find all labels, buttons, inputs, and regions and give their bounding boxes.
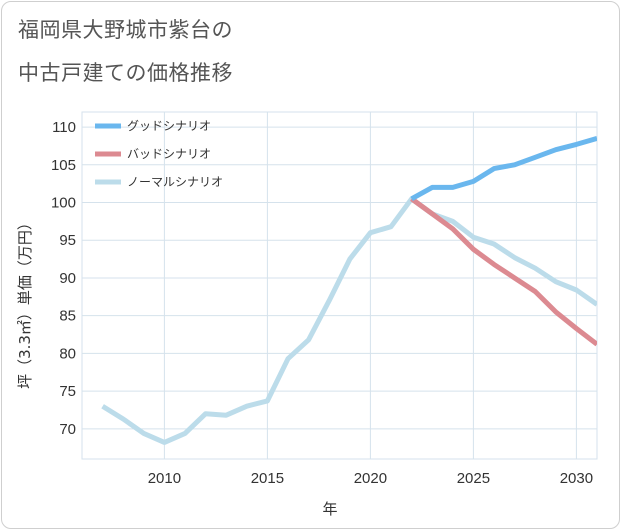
x-tick-label: 2030 [560,470,593,487]
series-line-bad [410,196,597,347]
y-axis-label: 坪（3.3㎡）単価（万円） [16,215,34,389]
x-tick-label: 2015 [251,470,284,487]
x-tick-label: 2020 [354,470,387,487]
x-tick-label: 2010 [148,470,181,487]
chart-title-line-1: 福岡県大野城市紫台の [18,18,233,42]
y-tick-label: 95 [59,232,76,249]
y-tick-label: 100 [51,195,76,212]
legend-label: ノーマルシナリオ [127,175,223,189]
x-tick-label: 2025 [457,470,490,487]
plot-area [81,111,598,460]
axis-ticks: 70 75 80 85 90 95 100 105 110 2010 2015 2020 2025 203… [51,119,593,487]
series-line-normal [101,196,597,445]
grid [81,111,598,460]
y-tick-label: 110 [52,119,76,136]
y-tick-label: 75 [59,383,76,400]
y-tick-label: 80 [59,345,76,362]
y-tick-label: 85 [59,308,76,325]
y-tick-label: 90 [59,270,76,287]
legend-label: グッドシナリオ [127,119,211,133]
y-tick-label: 105 [51,157,76,174]
series-lines [101,135,597,445]
series-line-good [410,135,597,201]
chart-title-line-2: 中古戸建ての価格推移 [18,61,233,85]
y-tick-label: 70 [59,421,76,438]
legend-label: バッドシナリオ [127,147,211,161]
x-axis-label: 年 [322,500,337,518]
